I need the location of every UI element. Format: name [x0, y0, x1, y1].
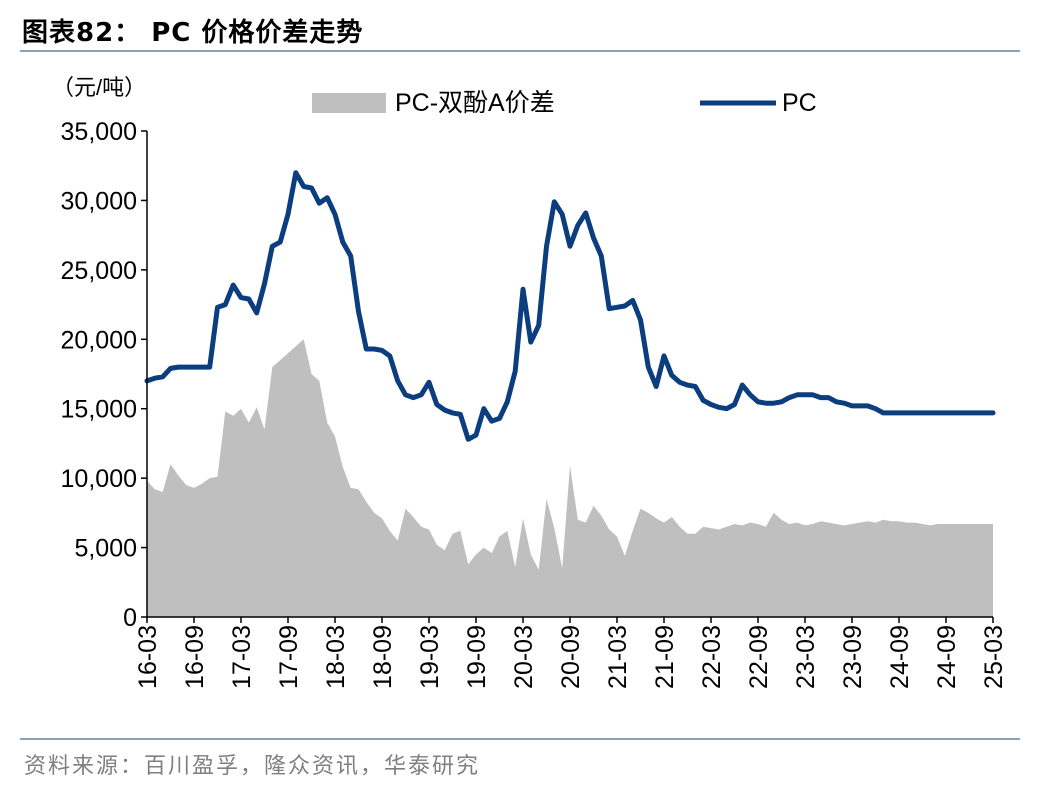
spread-area-series: [147, 339, 993, 617]
spread-area-layer: [147, 339, 993, 617]
title-divider: [20, 50, 1020, 52]
x-tick-label: 17-09: [275, 625, 303, 689]
y-tick-label: 0: [123, 604, 137, 632]
source-note: 资料来源：百川盈孚，隆众资讯，华泰研究: [24, 754, 481, 779]
x-tick-label: 23-09: [839, 625, 867, 689]
x-tick-label: 20-09: [557, 625, 585, 689]
y-tick-label: 10,000: [61, 465, 137, 493]
legend-label-pc: PC: [782, 89, 817, 117]
pc-line-layer: [144, 170, 996, 442]
x-tick-label: 22-09: [745, 625, 773, 689]
x-tick-label: 23-03: [792, 625, 820, 689]
x-tick-label: 18-03: [322, 625, 350, 689]
x-tick-label: 16-09: [181, 625, 209, 689]
x-tick-label: 24-09: [886, 625, 914, 689]
pc-line-series: [144, 170, 996, 442]
figure-title: 图表82： PC 价格价差走势: [22, 18, 364, 48]
x-tick-label: 21-03: [604, 625, 632, 689]
y-tick-label: 20,000: [61, 326, 137, 354]
y-tick-label: 25,000: [61, 257, 137, 285]
y-tick-label: 5,000: [74, 535, 137, 563]
x-tick-label: 21-09: [651, 625, 679, 689]
x-tick-label: 25-03: [980, 625, 1008, 689]
x-tick-label: 22-03: [698, 625, 726, 689]
x-tick-label: 18-09: [369, 625, 397, 689]
y-tick-label: 30,000: [61, 187, 137, 215]
x-tick-label: 16-03: [134, 625, 162, 689]
y-unit-label: （元/吨）: [52, 75, 146, 100]
x-tick-label: 20-03: [510, 625, 538, 689]
x-tick-label: 24-09: [933, 625, 961, 689]
legend: PC-双酚A价差 PC: [312, 89, 817, 117]
legend-swatch-spread: [312, 93, 386, 113]
x-tick-label: 19-03: [416, 625, 444, 689]
x-tick-label: 17-03: [228, 625, 256, 689]
source-divider: [20, 738, 1020, 740]
x-tick-label: 19-09: [463, 625, 491, 689]
legend-label-spread: PC-双酚A价差: [395, 89, 555, 117]
y-tick-label: 35,000: [61, 118, 137, 146]
y-tick-label: 15,000: [61, 396, 137, 424]
axes-layer: 0 5,000 10,000 15,000 20,000 25,000 30,000 35,0…: [61, 118, 1008, 689]
